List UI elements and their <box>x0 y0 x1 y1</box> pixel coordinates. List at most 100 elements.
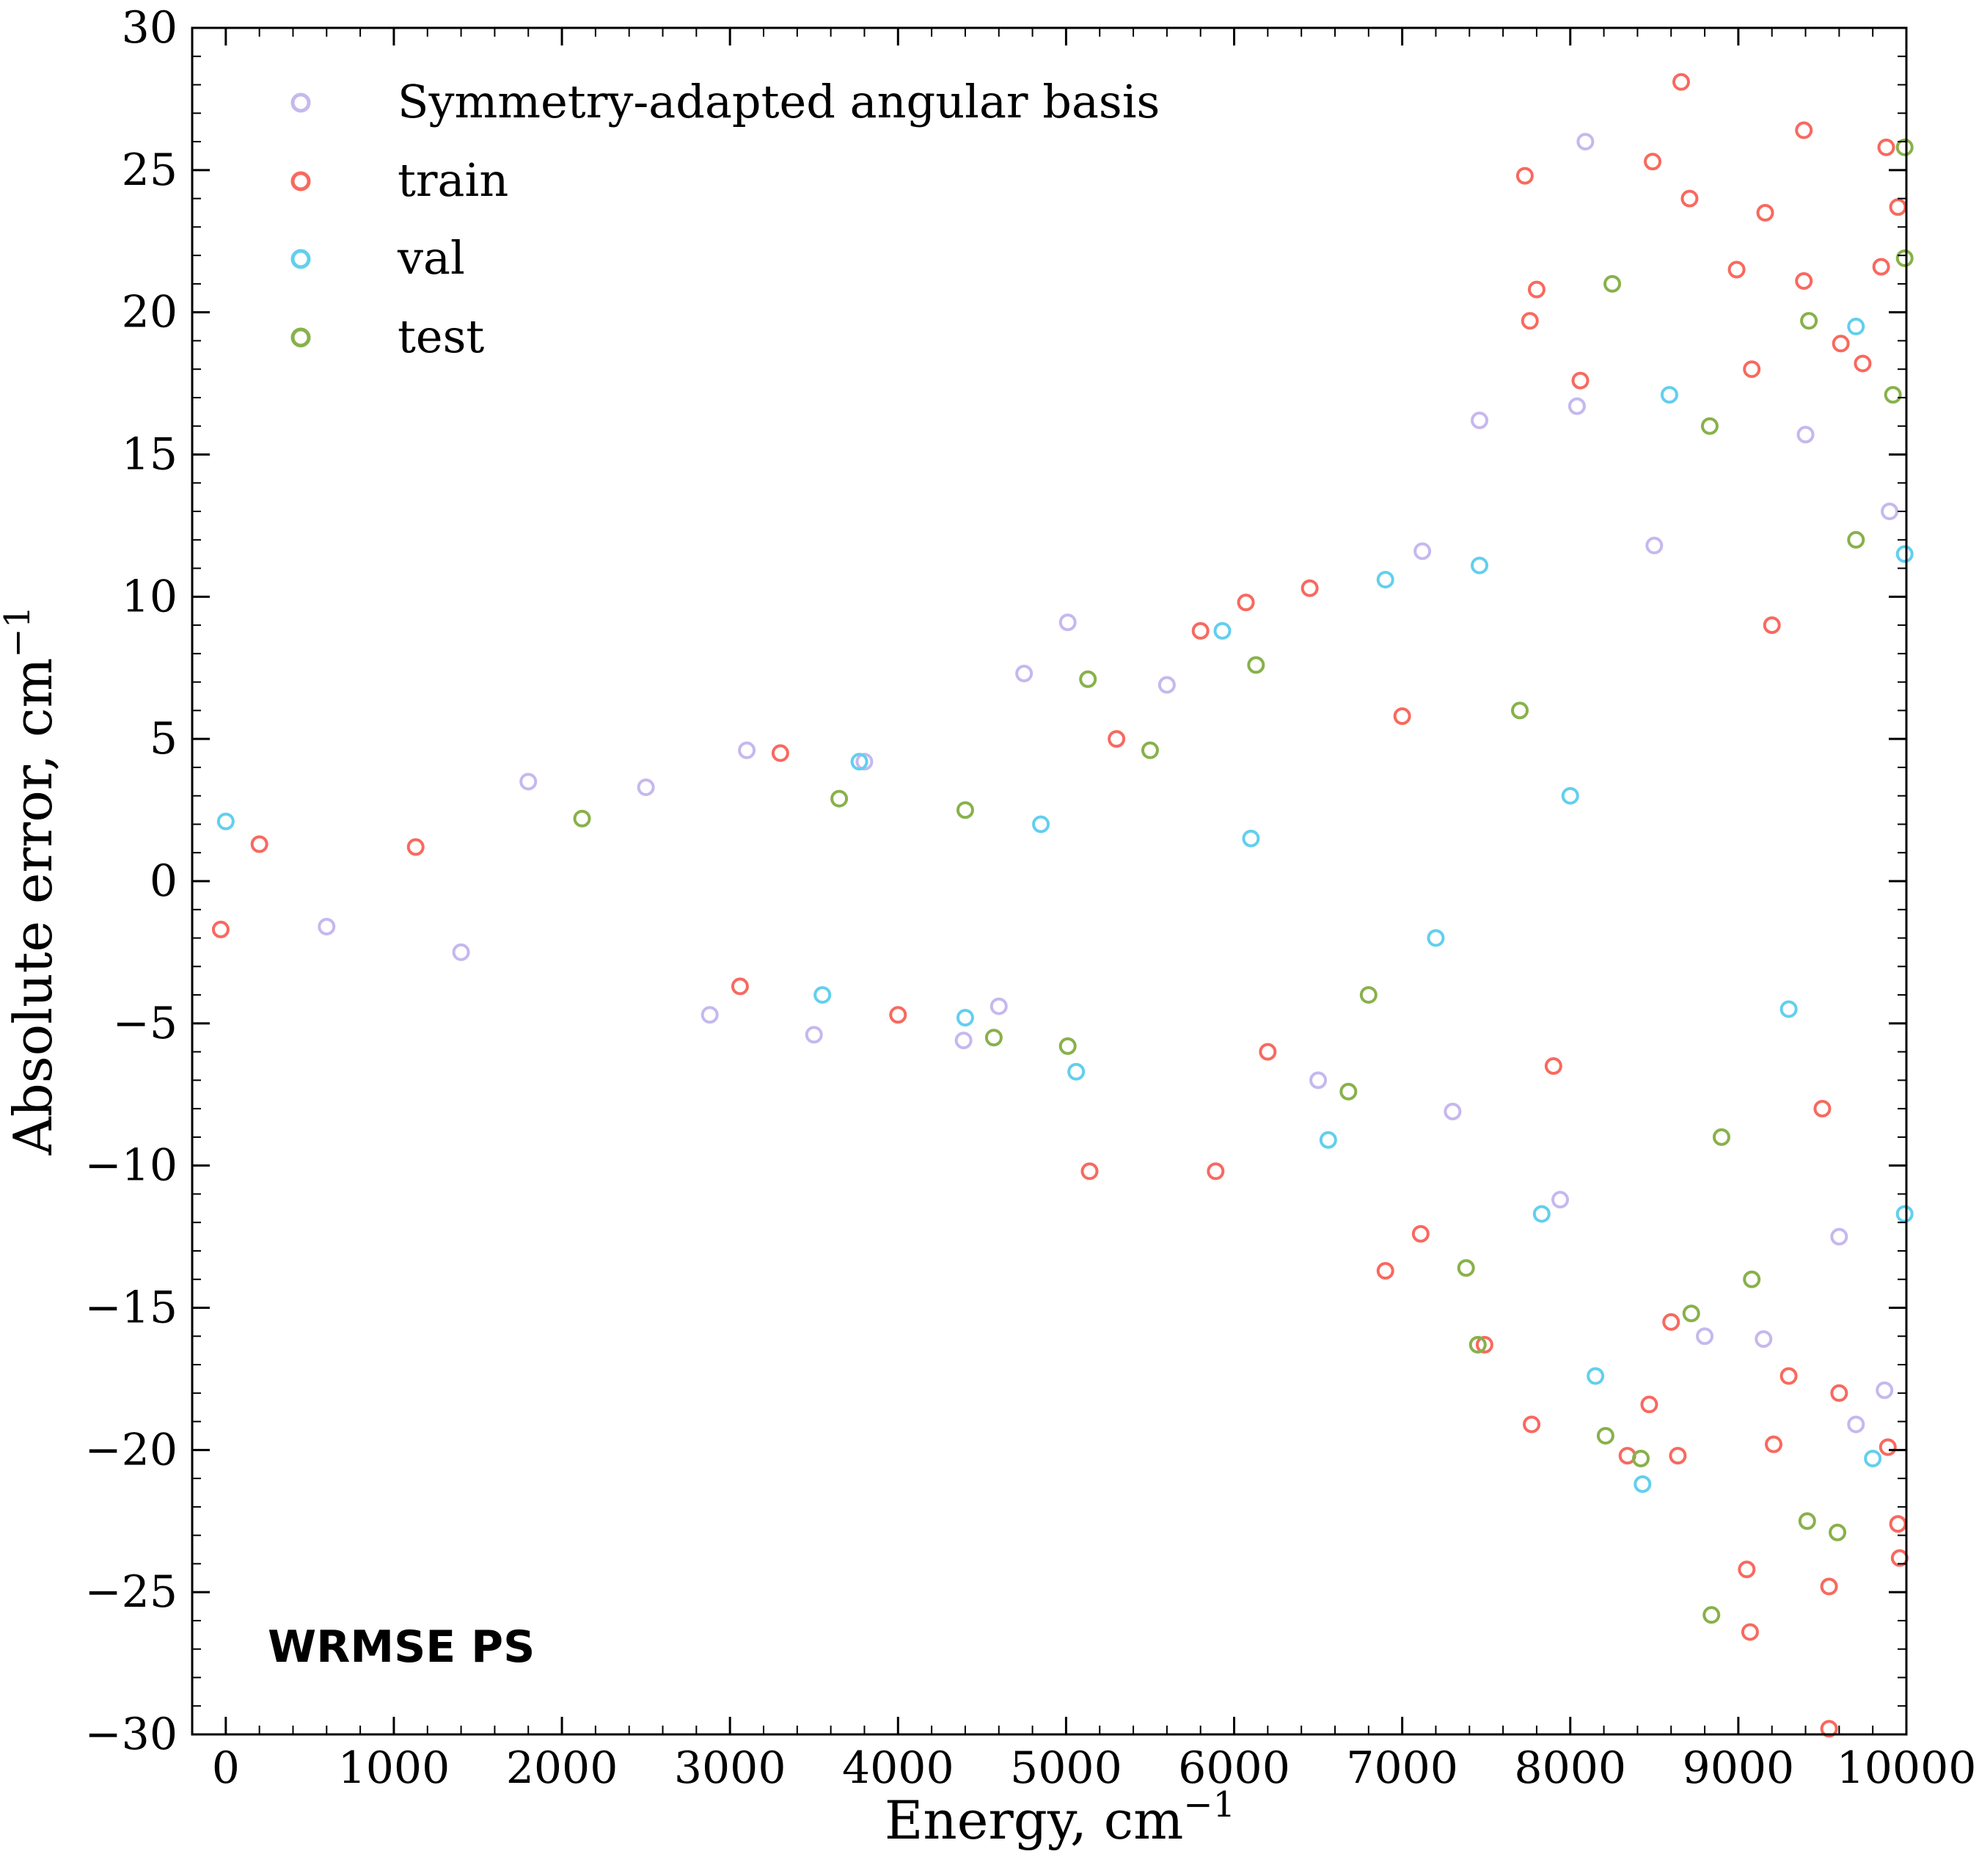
data-point <box>1847 530 1865 549</box>
data-point <box>731 977 749 996</box>
data-point <box>1872 258 1890 276</box>
data-point <box>1157 676 1176 694</box>
data-point <box>1779 1000 1798 1018</box>
data-point <box>1213 621 1232 640</box>
data-point <box>1741 1623 1759 1641</box>
x-tick-label: 3000 <box>674 1742 786 1794</box>
data-point <box>1301 579 1319 597</box>
data-point <box>1444 1103 1462 1121</box>
data-point <box>216 812 235 831</box>
data-point <box>318 918 336 936</box>
data-point <box>1141 741 1159 759</box>
data-point <box>211 920 230 938</box>
y-tick-label: −15 <box>84 1282 178 1334</box>
data-point <box>250 835 268 853</box>
data-point <box>1820 1577 1838 1596</box>
series-symmetry-adapted-angular-basis <box>318 133 1899 1434</box>
data-point <box>1895 249 1914 268</box>
data-point <box>1544 1056 1562 1075</box>
data-point <box>1712 1128 1730 1146</box>
data-point <box>1830 1384 1848 1402</box>
data-point <box>1672 73 1690 91</box>
legend-label-val: val <box>397 231 465 285</box>
data-point <box>1895 545 1914 563</box>
data-point <box>1682 1304 1700 1323</box>
data-point <box>1413 542 1432 561</box>
y-tick-label: −20 <box>84 1424 178 1475</box>
x-tick-label: 0 <box>212 1742 240 1794</box>
data-point <box>1603 274 1622 293</box>
data-point <box>1515 167 1534 185</box>
data-point <box>1521 312 1539 330</box>
data-point <box>1532 1205 1551 1223</box>
x-tick-label: 9000 <box>1683 1742 1795 1794</box>
x-tick-label: 4000 <box>842 1742 954 1794</box>
data-point <box>1876 1381 1894 1399</box>
legend-marker-train <box>290 171 311 191</box>
data-point <box>1644 153 1662 171</box>
data-point <box>1376 1262 1394 1280</box>
data-point <box>1889 198 1907 216</box>
data-point <box>1376 571 1394 589</box>
data-point <box>1576 133 1595 151</box>
data-point <box>1800 312 1818 330</box>
x-tick-label: 5000 <box>1010 1742 1122 1794</box>
data-point <box>1067 1062 1086 1081</box>
legend-label-test: test <box>398 310 484 363</box>
data-point <box>1763 616 1781 635</box>
series-train <box>211 73 1909 1738</box>
y-tick-label: 20 <box>122 287 178 338</box>
data-point <box>1813 1100 1832 1118</box>
data-point <box>956 1009 974 1027</box>
x-tick-label: 2000 <box>506 1742 618 1794</box>
data-point <box>1889 1515 1907 1533</box>
data-point <box>1242 829 1260 847</box>
x-tick-labels: 0 1000 2000 3000 4000 5000 6000 7000 8000 9000 100… <box>212 1742 1977 1794</box>
y-tick-labels: 30 25 20 15 10 5 0 −5 −10 −15 −20 −25 −30 <box>84 2 178 1760</box>
data-point <box>1359 986 1378 1004</box>
data-point <box>1032 815 1050 833</box>
x-tick-label: 6000 <box>1178 1742 1290 1794</box>
data-point <box>1191 621 1210 640</box>
data-point <box>1743 1270 1761 1288</box>
data-point <box>1756 203 1774 222</box>
data-point <box>1247 656 1265 674</box>
legend-marker-val <box>290 249 311 269</box>
data-point <box>1680 189 1699 208</box>
y-tick-label: −30 <box>84 1709 178 1760</box>
data-point <box>1561 786 1579 805</box>
legend-label-symmetry: Symmetry-adapted angular basis <box>398 75 1160 128</box>
data-point <box>1457 1259 1475 1277</box>
data-point <box>1738 1561 1756 1579</box>
x-axis-label: Energy, cm−1 <box>885 1784 1235 1851</box>
data-point <box>1527 280 1545 299</box>
axis-ticks <box>191 26 1908 1736</box>
data-point <box>1471 556 1489 574</box>
data-point <box>1884 386 1902 404</box>
points-layer <box>211 73 1914 1738</box>
x-axis-label-text: Energy, cm <box>885 1789 1184 1851</box>
data-point <box>519 773 538 791</box>
data-point <box>1058 1037 1077 1055</box>
data-point <box>1645 536 1664 555</box>
data-point <box>1830 1227 1848 1246</box>
data-point <box>637 778 655 797</box>
data-point <box>1879 1438 1897 1456</box>
data-point <box>1551 1191 1570 1209</box>
y-tick-label: −25 <box>84 1566 178 1618</box>
data-point <box>1847 1415 1865 1434</box>
data-point <box>1339 1082 1358 1101</box>
x-axis-label-exponent: −1 <box>1183 1784 1235 1825</box>
data-point <box>1640 1395 1658 1414</box>
data-point <box>1662 1313 1680 1331</box>
series-test <box>573 138 1914 1624</box>
annotation-label: WRMSE PS <box>268 1621 535 1673</box>
data-point <box>771 744 789 762</box>
y-tick-label: 25 <box>122 145 178 196</box>
data-point <box>1795 121 1813 139</box>
legend-marker-test <box>290 327 311 348</box>
data-point <box>1743 360 1761 379</box>
data-point <box>1587 1367 1605 1385</box>
data-point <box>1631 1449 1650 1467</box>
